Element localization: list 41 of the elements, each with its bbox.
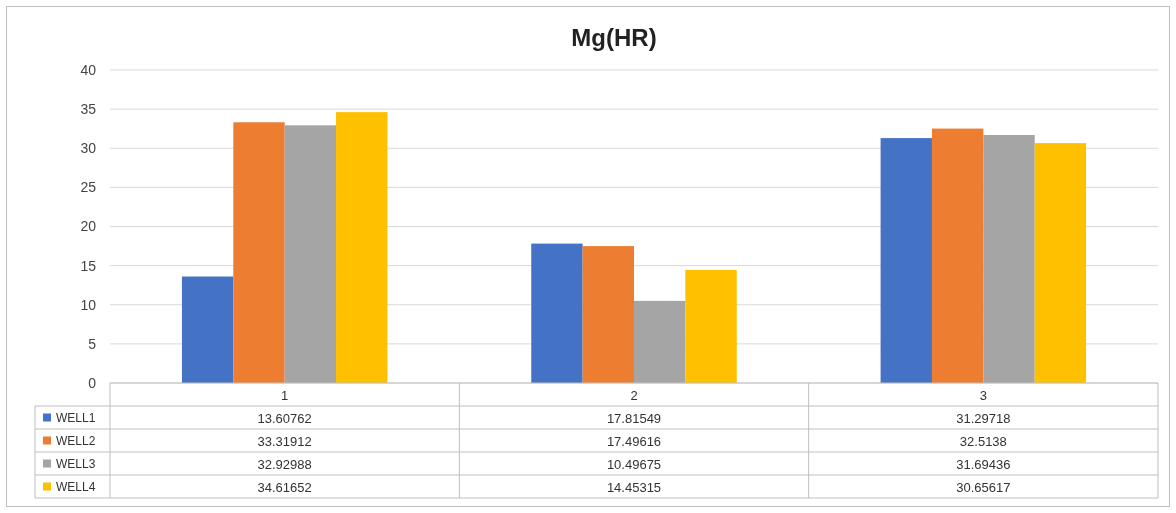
x-tick-label: 3 — [979, 387, 987, 403]
data-label: 30.65617 — [956, 479, 1011, 495]
data-label: 32.5138 — [959, 433, 1007, 449]
data-label: 10.49675 — [606, 456, 662, 472]
data-label: 34.61652 — [257, 479, 312, 495]
y-tick-label: 25 — [80, 179, 97, 196]
bar — [685, 269, 737, 383]
bar — [284, 125, 337, 383]
y-tick-label: 20 — [80, 218, 97, 235]
y-tick-label: 40 — [80, 61, 97, 78]
bar — [336, 112, 388, 383]
bar — [1034, 143, 1087, 383]
bar — [181, 276, 234, 383]
y-tick-label: 0 — [88, 374, 97, 391]
y-tick-label: 35 — [80, 101, 97, 118]
data-label: 32.92988 — [257, 456, 312, 472]
legend-label: WELL2 — [56, 434, 96, 448]
bar — [582, 246, 634, 383]
chart-title: Mg(HR) — [571, 24, 657, 51]
x-tick-label: 1 — [281, 387, 289, 403]
y-tick-label: 10 — [80, 296, 97, 313]
data-label: 13.60762 — [257, 410, 312, 426]
bar — [531, 243, 583, 383]
data-label: 14.45315 — [606, 479, 662, 495]
legend-label: WELL3 — [56, 457, 96, 471]
x-tick-label: 2 — [630, 387, 638, 403]
data-label: 17.49616 — [606, 433, 662, 449]
data-label: 33.31912 — [257, 433, 312, 449]
bar — [634, 300, 686, 383]
data-label: 31.69436 — [956, 456, 1011, 472]
legend-label: WELL4 — [56, 480, 96, 494]
data-label: 31.29718 — [956, 410, 1011, 426]
bar — [880, 138, 932, 383]
bar — [233, 122, 285, 383]
y-tick-label: 5 — [88, 335, 97, 352]
data-label: 17.81549 — [606, 410, 662, 426]
legend-label: WELL1 — [56, 411, 96, 425]
y-tick-label: 15 — [80, 257, 97, 274]
bar — [931, 128, 984, 383]
bar — [983, 134, 1035, 383]
y-tick-label: 30 — [80, 140, 97, 157]
